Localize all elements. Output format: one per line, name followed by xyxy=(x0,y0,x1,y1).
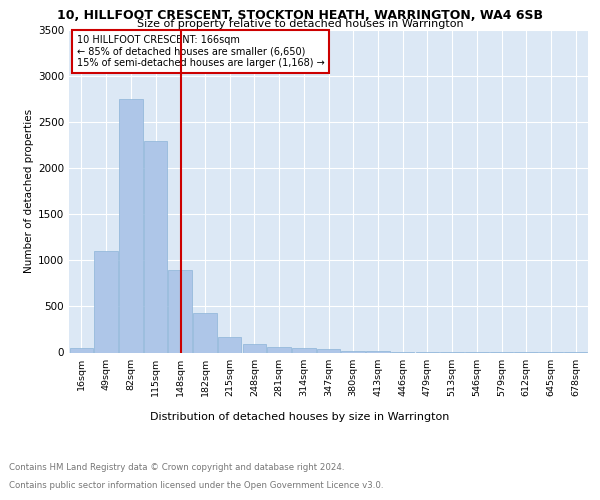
Text: Distribution of detached houses by size in Warrington: Distribution of detached houses by size … xyxy=(151,412,449,422)
Text: Contains HM Land Registry data © Crown copyright and database right 2024.: Contains HM Land Registry data © Crown c… xyxy=(9,462,344,471)
Bar xyxy=(144,140,167,352)
Bar xyxy=(218,338,241,352)
Text: 10 HILLFOOT CRESCENT: 166sqm
← 85% of detached houses are smaller (6,650)
15% of: 10 HILLFOOT CRESCENT: 166sqm ← 85% of de… xyxy=(77,35,325,68)
Bar xyxy=(193,313,217,352)
Bar xyxy=(317,350,340,352)
Text: Contains public sector information licensed under the Open Government Licence v3: Contains public sector information licen… xyxy=(9,481,383,490)
Bar xyxy=(242,344,266,352)
Bar xyxy=(292,348,316,352)
Bar xyxy=(169,270,192,352)
Bar xyxy=(119,99,143,352)
Bar xyxy=(94,251,118,352)
Bar xyxy=(341,351,365,352)
Text: Size of property relative to detached houses in Warrington: Size of property relative to detached ho… xyxy=(137,19,463,29)
Bar xyxy=(70,348,93,352)
Y-axis label: Number of detached properties: Number of detached properties xyxy=(24,109,34,274)
Text: 10, HILLFOOT CRESCENT, STOCKTON HEATH, WARRINGTON, WA4 6SB: 10, HILLFOOT CRESCENT, STOCKTON HEATH, W… xyxy=(57,9,543,22)
Bar xyxy=(268,346,291,352)
